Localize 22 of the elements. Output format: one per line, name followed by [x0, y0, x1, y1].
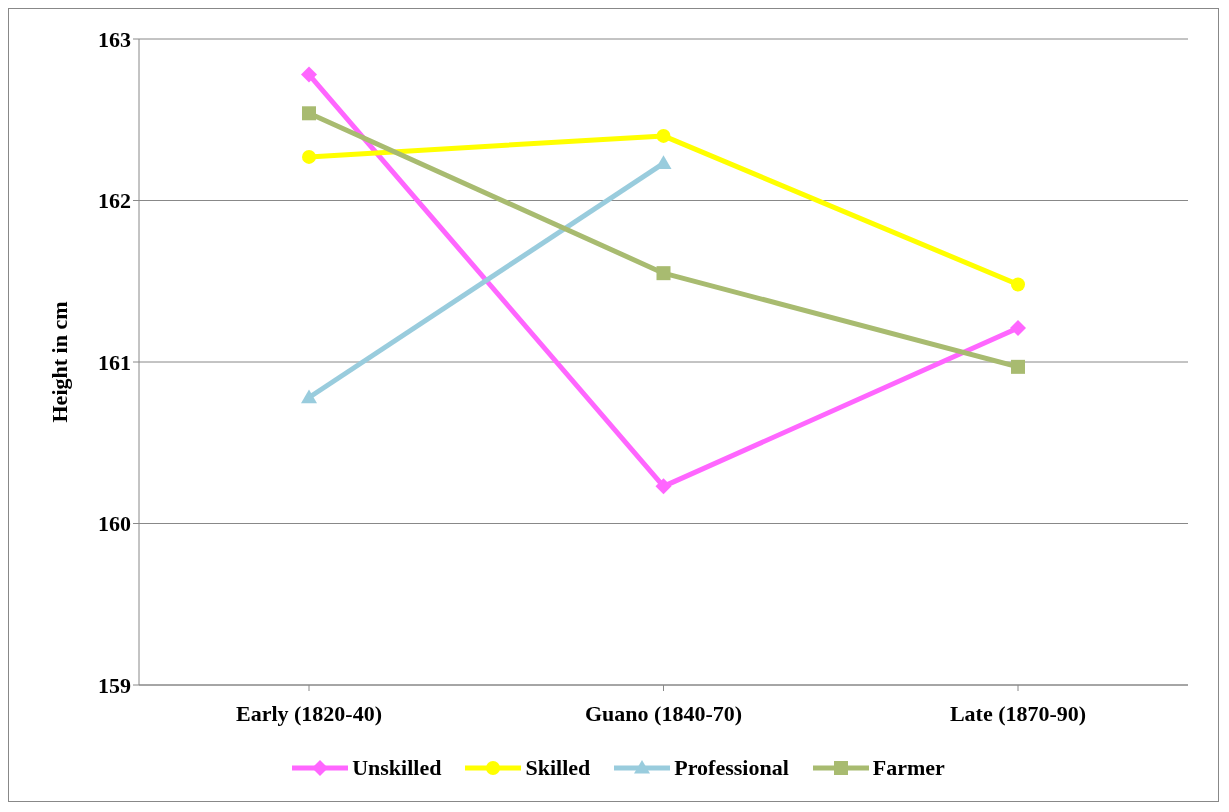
point — [1011, 359, 1025, 374]
x-tick-label: Late (1870-90) — [949, 700, 1087, 726]
point — [302, 149, 316, 164]
point — [301, 66, 317, 83]
y-tick-label: 163 — [98, 26, 131, 52]
y-tick-label: 159 — [98, 672, 131, 698]
y-axis-title: Height in cm — [46, 301, 72, 423]
point — [1011, 277, 1025, 292]
legend-label: Professional — [674, 755, 789, 781]
point — [656, 128, 671, 143]
legend-label: Farmer — [872, 755, 945, 781]
y-tick-label: 161 — [98, 349, 131, 375]
legend-label: Skilled — [525, 755, 591, 781]
point — [302, 106, 316, 121]
point — [656, 266, 671, 281]
point — [1010, 320, 1026, 337]
y-tick-label: 162 — [98, 188, 131, 214]
point — [655, 478, 672, 495]
x-tick-label: Guano (1840-70) — [584, 700, 743, 726]
y-tick-label: 160 — [98, 511, 131, 537]
legend-label: Unskilled — [352, 755, 442, 781]
x-tick-label: Early (1820-40) — [235, 700, 383, 726]
